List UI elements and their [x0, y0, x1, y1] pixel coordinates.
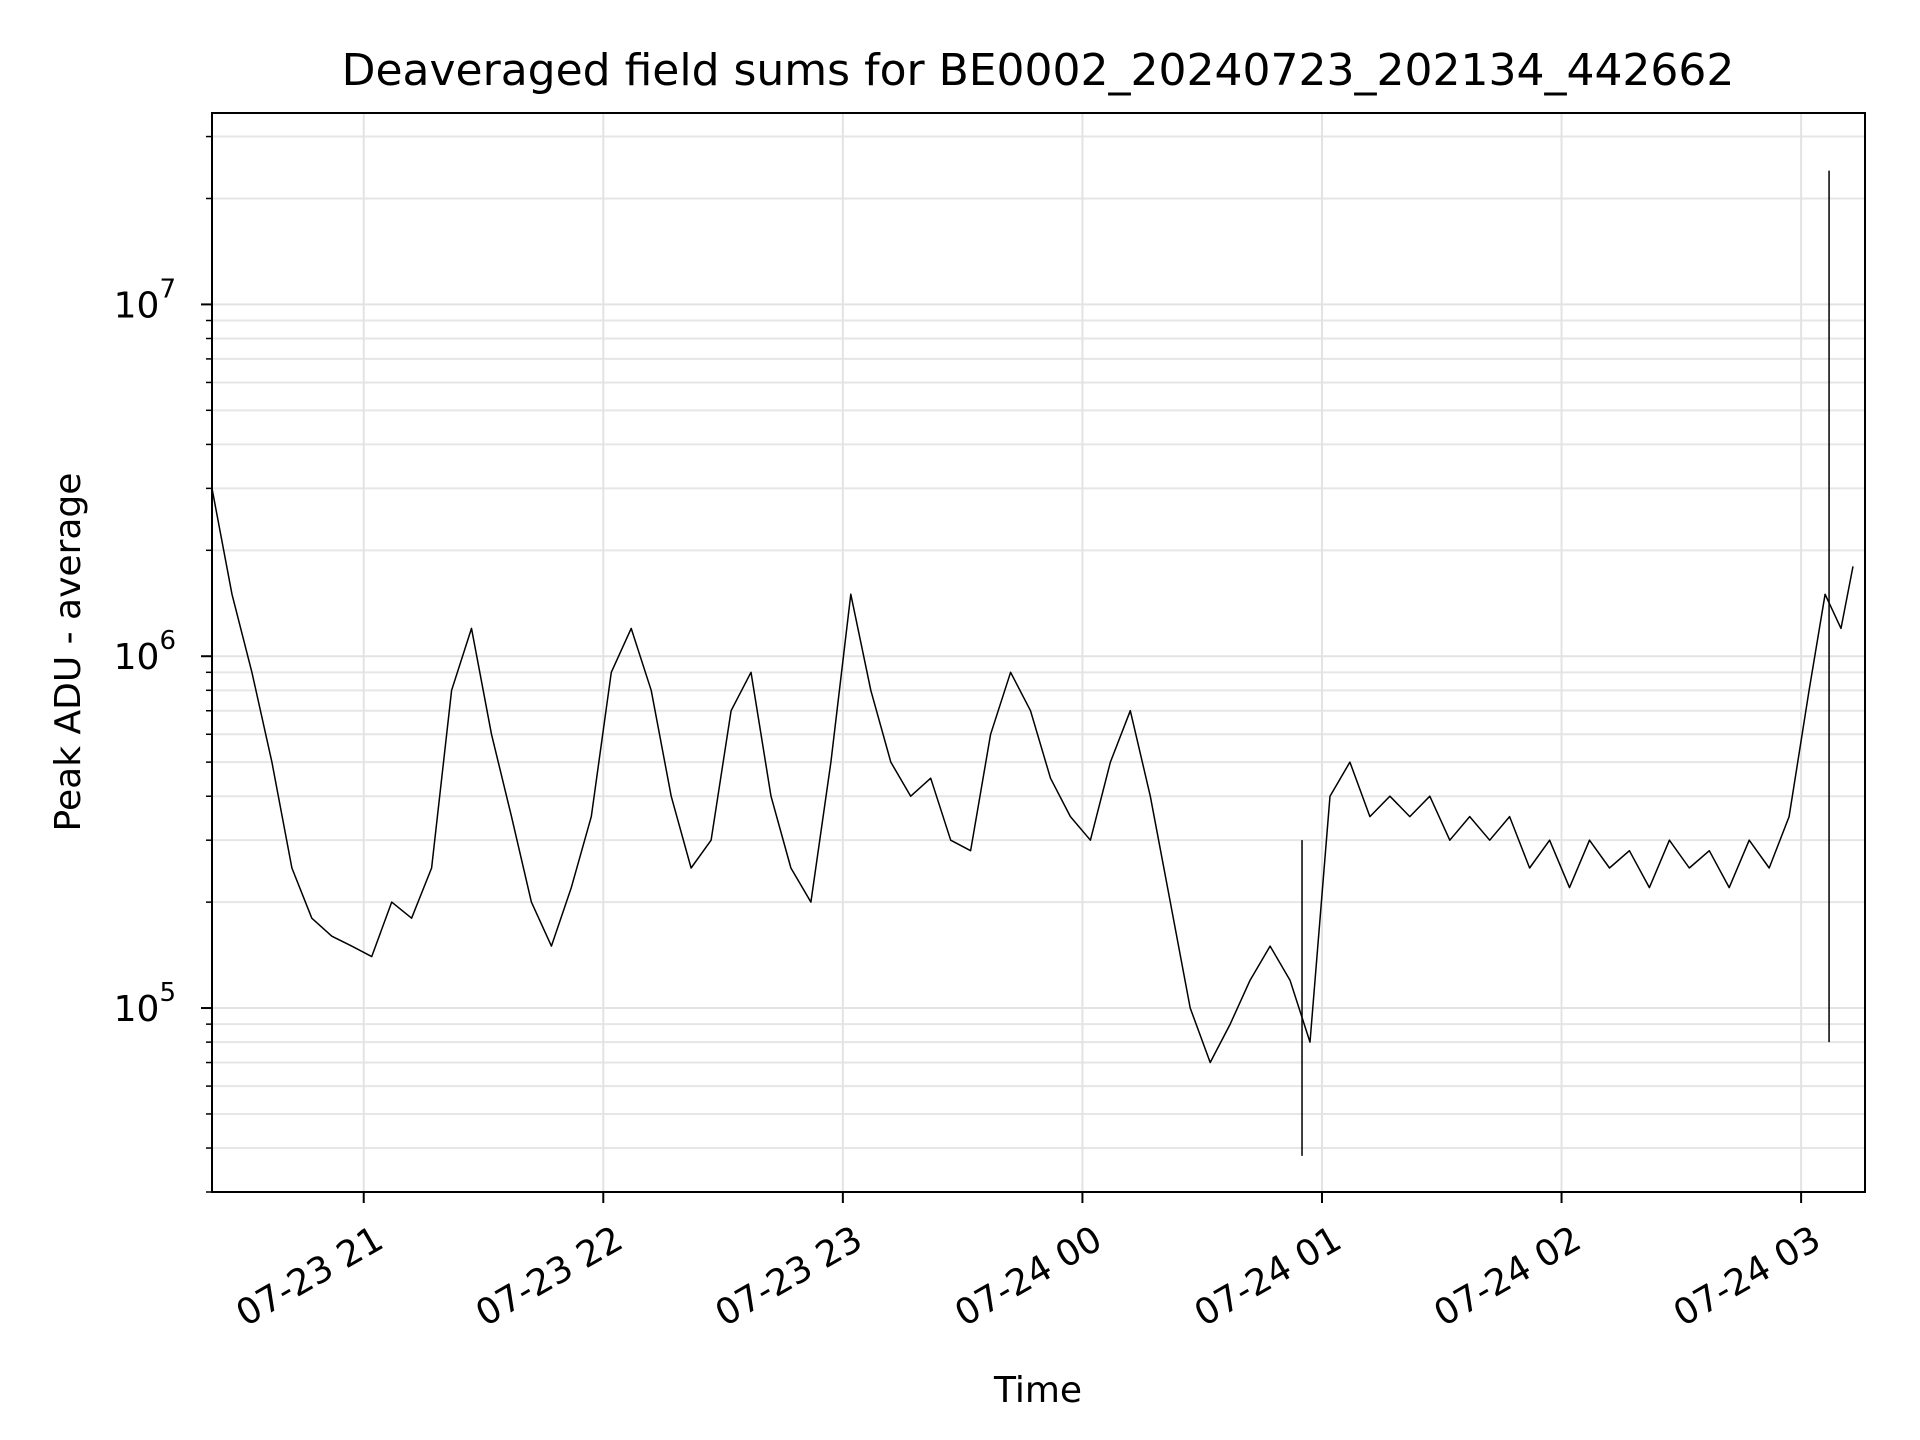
series-layer [211, 170, 1854, 1156]
plot-area-frame [211, 112, 1866, 1193]
chart-title: Deaveraged field sums for BE0002_2024072… [342, 45, 1735, 96]
y-tick-label: 105 [114, 978, 176, 1030]
y-axis-label: Peak ADU - average [48, 473, 89, 832]
y-axis: 105 106 107 [114, 135, 212, 1193]
major-gridlines [212, 113, 1865, 1192]
x-axis-label: Time [993, 1370, 1082, 1411]
series-line [211, 488, 1854, 1064]
y-tick-label: 106 [114, 626, 176, 678]
y-tick-label: 107 [114, 274, 176, 326]
minor-gridlines [212, 135, 1865, 1193]
